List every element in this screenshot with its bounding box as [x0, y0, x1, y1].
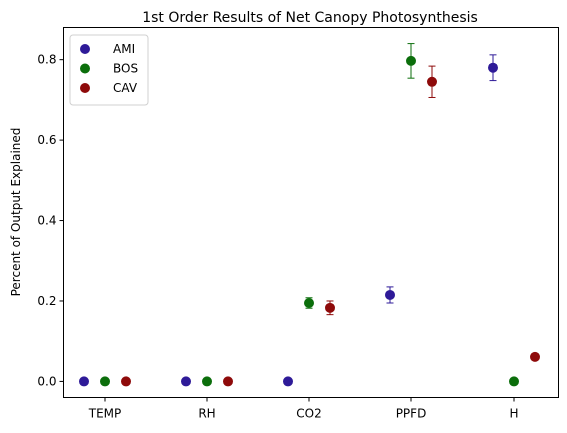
x-tick-label: CO2 — [296, 407, 321, 421]
data-point-bos — [509, 376, 519, 387]
y-axis-label: Percent of Output Explained — [9, 128, 23, 297]
data-point-bos — [406, 55, 416, 66]
data-points — [79, 43, 540, 387]
data-point-ami — [488, 62, 498, 73]
data-point-ami — [79, 376, 89, 387]
data-point-ami — [385, 289, 395, 300]
legend-label: AMI — [113, 42, 135, 56]
legend-marker — [80, 44, 90, 54]
y-tick-label: 0.4 — [37, 214, 56, 228]
data-point-cav — [427, 76, 437, 87]
x-tick-label: PPFD — [396, 407, 427, 421]
x-axis: TEMP RH CO2 PPFD H — [88, 397, 519, 421]
x-tick-label: TEMP — [88, 407, 122, 421]
data-point-ami — [181, 376, 191, 387]
data-point-ami — [283, 376, 293, 387]
data-point-cav — [121, 376, 131, 387]
y-axis: 0.0 0.2 0.4 0.6 0.8 — [37, 53, 64, 388]
data-point-bos — [202, 376, 212, 387]
x-tick-label: H — [509, 407, 518, 421]
x-tick-label: RH — [198, 407, 215, 421]
legend: AMI BOS CAV — [69, 34, 149, 106]
y-tick-label: 0.6 — [37, 133, 56, 147]
data-point-bos — [304, 297, 314, 308]
y-tick-label: 0.0 — [37, 374, 56, 388]
legend-label: CAV — [113, 81, 138, 95]
data-point-cav — [325, 302, 335, 313]
data-point-cav — [223, 376, 233, 387]
y-tick-label: 0.2 — [37, 294, 56, 308]
legend-marker — [80, 83, 90, 93]
legend-marker — [80, 63, 90, 74]
y-tick-label: 0.8 — [37, 53, 56, 67]
data-point-cav — [530, 351, 540, 362]
legend-label: BOS — [113, 62, 138, 76]
chart-title: 1st Order Results of Net Canopy Photosyn… — [142, 10, 478, 26]
plot-frame — [63, 27, 559, 398]
data-point-bos — [100, 376, 110, 387]
